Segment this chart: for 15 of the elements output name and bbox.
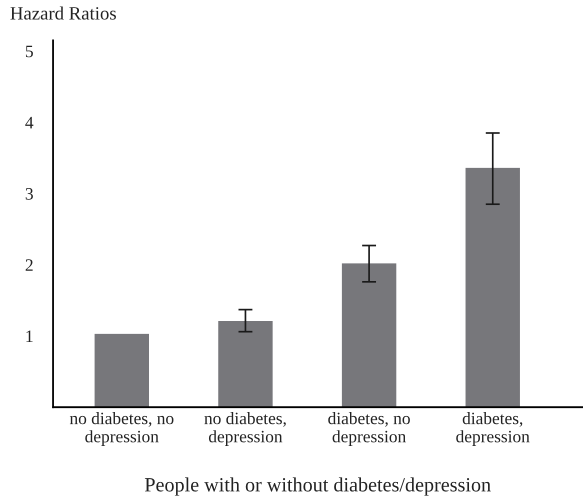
x-tick-label: no diabetes, no depression: [70, 412, 174, 446]
x-tick-label: diabetes, depression: [456, 412, 530, 446]
bar: [342, 263, 396, 408]
y-tick-label: 2: [26, 259, 33, 271]
x-tick-label: no diabetes, depression: [204, 412, 286, 446]
y-tick-label: 3: [26, 188, 33, 200]
x-axis-title: People with or without diabetes/depression: [144, 477, 491, 496]
y-tick-label: 1: [26, 330, 33, 342]
y-axis-title: Hazard Ratios: [10, 6, 116, 20]
x-tick-label: diabetes, no depression: [328, 412, 410, 446]
bar: [94, 334, 149, 408]
y-tick-label: 5: [26, 46, 33, 58]
bar: [218, 321, 273, 408]
bar: [466, 168, 520, 408]
y-tick-label: 4: [25, 116, 34, 128]
